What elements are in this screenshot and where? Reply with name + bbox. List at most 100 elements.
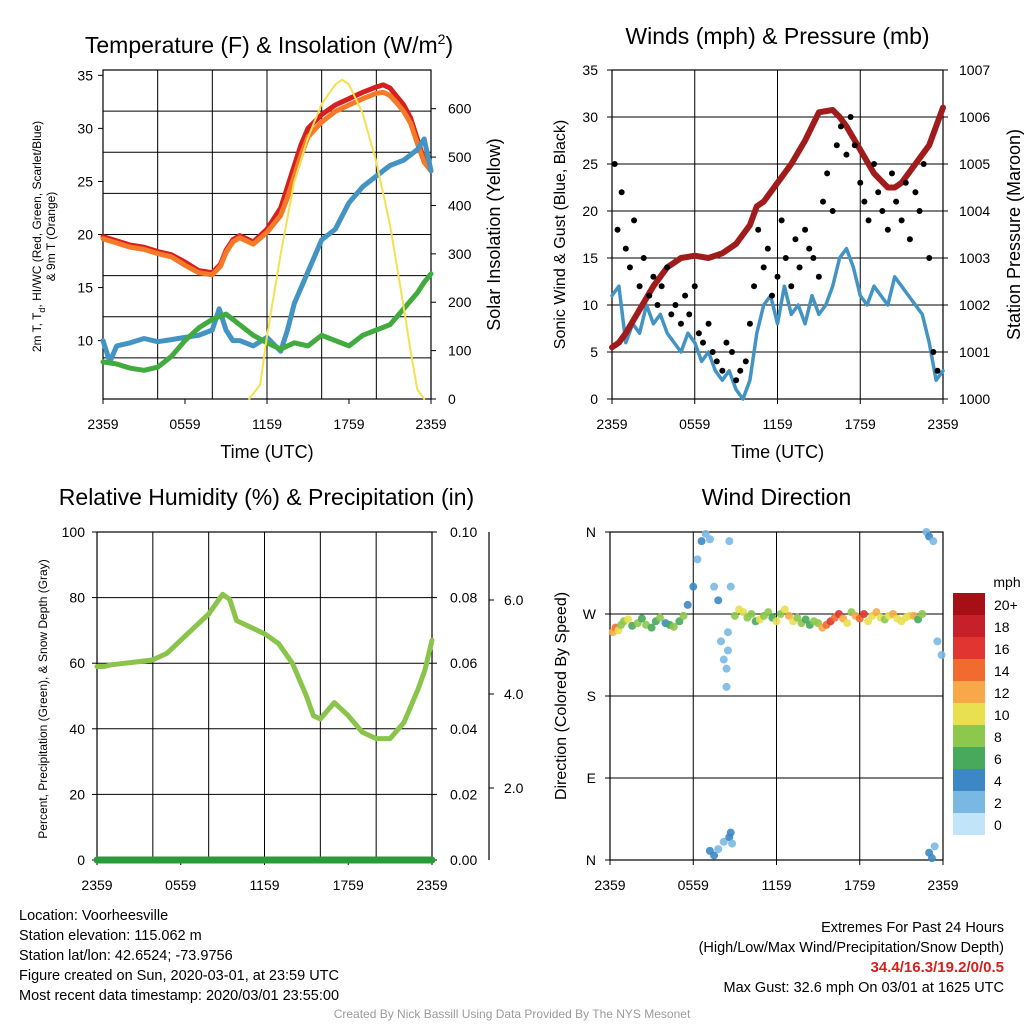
gust-point	[709, 349, 716, 355]
gust-point	[815, 273, 822, 280]
humidity-chart-xtick-label: 2359	[81, 877, 112, 893]
temperature-series-3	[100, 271, 434, 373]
direction-point	[930, 842, 939, 851]
gust-point	[672, 302, 679, 308]
gust-point	[837, 123, 844, 130]
humidity-chart-title: Relative Humidity (%) & Precipitation (i…	[59, 484, 474, 510]
direction-point	[717, 637, 725, 646]
humidity-chart-xtick-label: 1759	[333, 877, 364, 893]
gust-point	[778, 217, 785, 224]
winds-chart-xlabel: Time (UTC)	[731, 442, 824, 462]
direction-point	[714, 596, 723, 605]
recent-data-text: Most recent data timestamp: 2020/03/01 2…	[19, 988, 340, 1004]
speed-legend-label: 10	[994, 707, 1010, 723]
winds-chart-xtick-label: 0559	[679, 416, 710, 432]
winds-ytick-label: 35	[582, 62, 598, 78]
direction-point	[859, 610, 868, 618]
speed-legend-swatch	[953, 791, 985, 813]
temperature-chart-xtick-label: 1159	[252, 416, 282, 432]
temperature-series-4	[248, 78, 426, 400]
temperature-chart-xtick-label: 1759	[333, 416, 364, 432]
title-close: )	[445, 32, 453, 58]
wind-direction-chart-xtick-label: 2359	[927, 877, 958, 893]
speed-legend-swatch	[953, 813, 985, 835]
insolation-ytick-label: 600	[448, 101, 472, 117]
gust-point	[640, 255, 647, 261]
direction-point	[784, 611, 793, 620]
gust-point	[728, 349, 735, 355]
gust-point	[742, 358, 749, 365]
speed-legend-swatch	[953, 747, 985, 769]
speed-legend-swatch	[953, 659, 985, 681]
direction-ytick-label: W	[583, 606, 597, 622]
speed-legend-swatch	[953, 725, 985, 747]
temperature-chart-xtick-label: 2359	[87, 416, 118, 432]
direction-point	[675, 617, 684, 626]
pressure-ytick-label: 1007	[959, 62, 990, 78]
wind-direction-chart-title: Wind Direction	[702, 484, 852, 510]
temperature-ytick-label: 10	[77, 333, 93, 349]
pressure-ytick-label: 1000	[959, 391, 990, 407]
winds-ytick-label: 25	[582, 156, 598, 172]
gust-point	[626, 264, 633, 271]
temperature-chart-title: Temperature (F) & Insolation (W/m2)	[85, 31, 453, 58]
credit-text: Created By Nick Bassill Using Data Provi…	[333, 1007, 691, 1021]
snow-depth-tick-label: 4.0	[504, 686, 524, 702]
speed-legend-label: 0	[994, 817, 1002, 833]
precip-ytick-label: 0.06	[450, 655, 477, 671]
speed-legend-label: 8	[994, 729, 1002, 745]
gust-point	[857, 179, 864, 186]
winds-chart-xtick-label: 1759	[845, 416, 876, 432]
snow-depth-tick-label: 2.0	[504, 780, 524, 796]
gust-point	[713, 358, 720, 365]
gust-point	[646, 292, 653, 299]
humidity-ytick-label: 40	[69, 721, 85, 737]
gust-point	[879, 208, 886, 214]
humidity-ytick-label: 60	[69, 655, 85, 671]
speed-legend-swatch	[953, 703, 985, 725]
extremes-panel: Extremes For Past 24 Hours (High/Low/Max…	[699, 918, 1004, 998]
speed-legend-swatch	[953, 615, 985, 637]
winds-ytick-label: 0	[590, 391, 598, 407]
direction-point	[914, 615, 923, 624]
extremes-heading: Extremes For Past 24 Hours	[821, 920, 1004, 936]
speed-legend-label: 14	[994, 663, 1010, 679]
gust-point	[906, 236, 913, 243]
direction-point	[772, 617, 781, 626]
pressure-ytick-label: 1005	[959, 156, 990, 172]
gust-point	[792, 236, 799, 243]
direction-point	[722, 682, 731, 691]
direction-point	[669, 622, 678, 631]
speed-legend-swatch	[953, 593, 985, 615]
direction-point	[725, 537, 734, 546]
gust-point	[700, 339, 707, 346]
direction-point	[723, 646, 732, 655]
gust-point	[847, 114, 854, 120]
max-gust-text: Max Gust: 32.6 mph On 03/01 at 1625 UTC	[723, 980, 1004, 996]
direction-ytick-label: N	[586, 852, 596, 868]
gust-point	[746, 320, 753, 327]
title-superscript: 2	[438, 31, 446, 47]
humidity-chart-xtick-label: 2359	[416, 877, 447, 893]
gust-point	[658, 283, 665, 290]
gust-point	[686, 311, 693, 318]
pressure-ytick-label: 1006	[959, 109, 990, 125]
direction-point	[722, 664, 731, 673]
direction-point	[739, 608, 748, 617]
winds-chart-title: Winds (mph) & Pressure (mb)	[625, 23, 929, 49]
gust-point	[796, 264, 803, 271]
gust-point	[893, 198, 900, 205]
direction-point	[655, 613, 664, 622]
winds-ytick-label: 20	[582, 203, 598, 219]
temperature-ytick-label: 25	[77, 173, 93, 189]
pressure-ytick-label: 1004	[959, 203, 990, 219]
speed-legend-label: 16	[994, 641, 1010, 657]
gust-point	[719, 367, 726, 374]
gust-point	[861, 198, 868, 205]
direction-point	[918, 610, 927, 618]
gust-point	[695, 330, 702, 337]
station-info: Location: Voorheesville Station elevatio…	[19, 906, 339, 1006]
speed-legend-swatch	[953, 681, 985, 703]
direction-point	[710, 851, 719, 860]
